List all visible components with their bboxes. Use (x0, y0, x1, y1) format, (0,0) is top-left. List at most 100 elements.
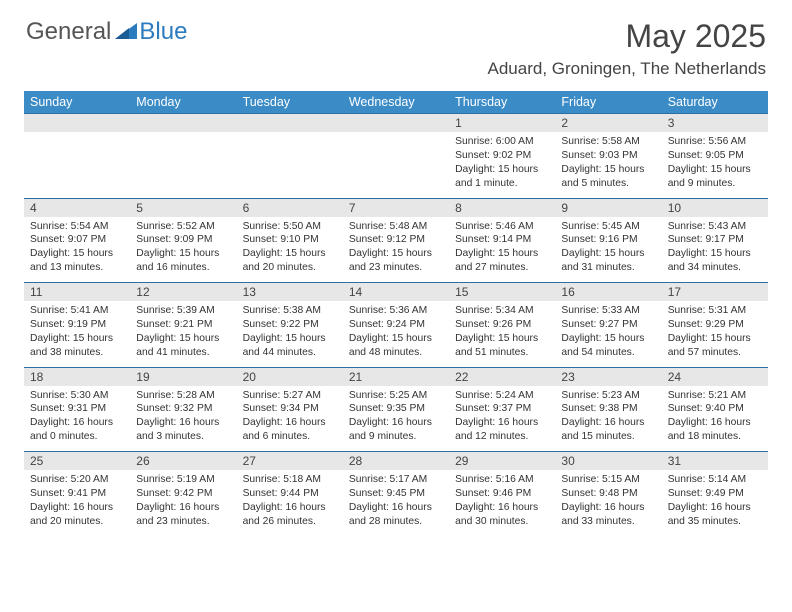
weekday-header: Saturday (662, 91, 768, 114)
sunset-line: Sunset: 9:14 PM (455, 233, 549, 247)
day-number-cell: 19 (130, 367, 236, 386)
daynum-row: 25262728293031 (24, 452, 768, 471)
day-info-cell: Sunrise: 5:16 AMSunset: 9:46 PMDaylight:… (449, 470, 555, 536)
day-info-cell: Sunrise: 5:33 AMSunset: 9:27 PMDaylight:… (555, 301, 661, 367)
daylight-line: Daylight: 15 hours and 57 minutes. (668, 332, 762, 360)
weekday-header: Friday (555, 91, 661, 114)
calendar-table: SundayMondayTuesdayWednesdayThursdayFrid… (24, 91, 768, 536)
day-number-cell: 18 (24, 367, 130, 386)
sunrise-line: Sunrise: 5:20 AM (30, 473, 124, 487)
day-info-cell: Sunrise: 5:23 AMSunset: 9:38 PMDaylight:… (555, 386, 661, 452)
day-info-cell: Sunrise: 5:25 AMSunset: 9:35 PMDaylight:… (343, 386, 449, 452)
weekday-header: Sunday (24, 91, 130, 114)
sunrise-line: Sunrise: 5:18 AM (243, 473, 337, 487)
sunrise-line: Sunrise: 5:54 AM (30, 220, 124, 234)
day-info-cell: Sunrise: 5:31 AMSunset: 9:29 PMDaylight:… (662, 301, 768, 367)
daylight-line: Daylight: 15 hours and 34 minutes. (668, 247, 762, 275)
sunset-line: Sunset: 9:22 PM (243, 318, 337, 332)
day-number-cell: 5 (130, 198, 236, 217)
day-info-cell: Sunrise: 5:46 AMSunset: 9:14 PMDaylight:… (449, 217, 555, 283)
sunset-line: Sunset: 9:35 PM (349, 402, 443, 416)
sunset-line: Sunset: 9:34 PM (243, 402, 337, 416)
sunrise-line: Sunrise: 5:46 AM (455, 220, 549, 234)
day-info-cell: Sunrise: 5:50 AMSunset: 9:10 PMDaylight:… (237, 217, 343, 283)
sunrise-line: Sunrise: 5:14 AM (668, 473, 762, 487)
day-number-cell: 12 (130, 283, 236, 302)
daylight-line: Daylight: 16 hours and 6 minutes. (243, 416, 337, 444)
weekday-header: Monday (130, 91, 236, 114)
daylight-line: Daylight: 16 hours and 3 minutes. (136, 416, 230, 444)
day-info-cell: Sunrise: 5:52 AMSunset: 9:09 PMDaylight:… (130, 217, 236, 283)
daynum-row: 18192021222324 (24, 367, 768, 386)
daylight-line: Daylight: 16 hours and 26 minutes. (243, 501, 337, 529)
logo: General Blue (26, 18, 187, 46)
daylight-line: Daylight: 15 hours and 13 minutes. (30, 247, 124, 275)
sunset-line: Sunset: 9:26 PM (455, 318, 549, 332)
logo-text-blue: Blue (139, 18, 187, 46)
sunset-line: Sunset: 9:32 PM (136, 402, 230, 416)
sunrise-line: Sunrise: 5:28 AM (136, 389, 230, 403)
day-info-cell: Sunrise: 5:34 AMSunset: 9:26 PMDaylight:… (449, 301, 555, 367)
info-row: Sunrise: 5:41 AMSunset: 9:19 PMDaylight:… (24, 301, 768, 367)
day-number-cell: 29 (449, 452, 555, 471)
day-number-cell: 3 (662, 114, 768, 133)
daylight-line: Daylight: 16 hours and 18 minutes. (668, 416, 762, 444)
logo-text-general: General (26, 18, 111, 46)
sunset-line: Sunset: 9:44 PM (243, 487, 337, 501)
daylight-line: Daylight: 15 hours and 48 minutes. (349, 332, 443, 360)
sunset-line: Sunset: 9:42 PM (136, 487, 230, 501)
day-number-cell: 26 (130, 452, 236, 471)
day-info-cell (130, 132, 236, 198)
sunrise-line: Sunrise: 5:30 AM (30, 389, 124, 403)
sunrise-line: Sunrise: 5:58 AM (561, 135, 655, 149)
sunset-line: Sunset: 9:46 PM (455, 487, 549, 501)
day-number-cell: 16 (555, 283, 661, 302)
daylight-line: Daylight: 15 hours and 20 minutes. (243, 247, 337, 275)
sunset-line: Sunset: 9:27 PM (561, 318, 655, 332)
info-row: Sunrise: 6:00 AMSunset: 9:02 PMDaylight:… (24, 132, 768, 198)
day-number-cell: 17 (662, 283, 768, 302)
day-info-cell (237, 132, 343, 198)
sunrise-line: Sunrise: 5:36 AM (349, 304, 443, 318)
daylight-line: Daylight: 16 hours and 30 minutes. (455, 501, 549, 529)
header: General Blue May 2025 Aduard, Groningen,… (0, 0, 792, 85)
sunset-line: Sunset: 9:16 PM (561, 233, 655, 247)
sunset-line: Sunset: 9:37 PM (455, 402, 549, 416)
day-info-cell: Sunrise: 5:41 AMSunset: 9:19 PMDaylight:… (24, 301, 130, 367)
day-info-cell: Sunrise: 5:28 AMSunset: 9:32 PMDaylight:… (130, 386, 236, 452)
weekday-header: Tuesday (237, 91, 343, 114)
day-number-cell (237, 114, 343, 133)
daynum-row: 11121314151617 (24, 283, 768, 302)
day-number-cell: 1 (449, 114, 555, 133)
sunrise-line: Sunrise: 5:16 AM (455, 473, 549, 487)
day-number-cell: 9 (555, 198, 661, 217)
info-row: Sunrise: 5:30 AMSunset: 9:31 PMDaylight:… (24, 386, 768, 452)
daylight-line: Daylight: 15 hours and 23 minutes. (349, 247, 443, 275)
day-info-cell: Sunrise: 5:45 AMSunset: 9:16 PMDaylight:… (555, 217, 661, 283)
daylight-line: Daylight: 15 hours and 1 minute. (455, 163, 549, 191)
sunrise-line: Sunrise: 5:43 AM (668, 220, 762, 234)
sunrise-line: Sunrise: 5:19 AM (136, 473, 230, 487)
sunset-line: Sunset: 9:03 PM (561, 149, 655, 163)
info-row: Sunrise: 5:54 AMSunset: 9:07 PMDaylight:… (24, 217, 768, 283)
sunset-line: Sunset: 9:48 PM (561, 487, 655, 501)
sunset-line: Sunset: 9:40 PM (668, 402, 762, 416)
daylight-line: Daylight: 16 hours and 28 minutes. (349, 501, 443, 529)
day-info-cell: Sunrise: 5:17 AMSunset: 9:45 PMDaylight:… (343, 470, 449, 536)
sunset-line: Sunset: 9:07 PM (30, 233, 124, 247)
sunrise-line: Sunrise: 5:23 AM (561, 389, 655, 403)
day-number-cell: 25 (24, 452, 130, 471)
info-row: Sunrise: 5:20 AMSunset: 9:41 PMDaylight:… (24, 470, 768, 536)
daylight-line: Daylight: 15 hours and 54 minutes. (561, 332, 655, 360)
day-info-cell: Sunrise: 5:15 AMSunset: 9:48 PMDaylight:… (555, 470, 661, 536)
weekday-header: Thursday (449, 91, 555, 114)
sunrise-line: Sunrise: 5:41 AM (30, 304, 124, 318)
day-number-cell: 7 (343, 198, 449, 217)
sunrise-line: Sunrise: 5:56 AM (668, 135, 762, 149)
day-number-cell: 6 (237, 198, 343, 217)
day-number-cell: 23 (555, 367, 661, 386)
day-info-cell: Sunrise: 6:00 AMSunset: 9:02 PMDaylight:… (449, 132, 555, 198)
sunrise-line: Sunrise: 5:50 AM (243, 220, 337, 234)
daylight-line: Daylight: 15 hours and 38 minutes. (30, 332, 124, 360)
day-number-cell: 4 (24, 198, 130, 217)
